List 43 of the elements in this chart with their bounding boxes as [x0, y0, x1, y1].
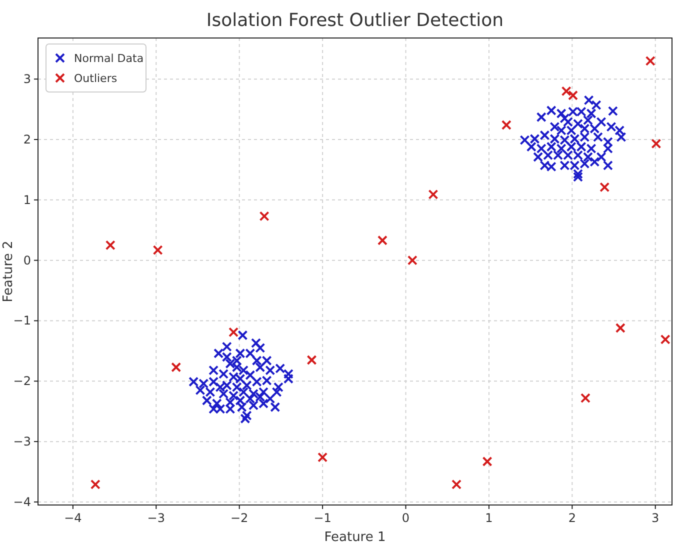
x-tick-label: −1 [314, 511, 332, 525]
y-tick-label: 1 [23, 192, 31, 207]
point [660, 334, 670, 344]
point [407, 255, 418, 266]
y-tick-label: 2 [23, 132, 31, 146]
point [306, 355, 317, 366]
point [318, 452, 328, 462]
x-tick-label: 1 [485, 511, 493, 525]
legend-label: Outliers [74, 72, 118, 85]
point [259, 211, 270, 222]
point [171, 362, 182, 372]
x-axis-title: Feature 1 [324, 530, 386, 545]
point [501, 120, 512, 130]
y-tick-label: −2 [13, 374, 31, 388]
y-tick-label: 3 [23, 72, 31, 86]
point [580, 393, 590, 404]
point [561, 86, 572, 96]
point [428, 189, 438, 200]
point [615, 322, 626, 333]
point [377, 235, 388, 246]
point [645, 56, 656, 66]
point [482, 456, 492, 466]
point [452, 479, 462, 490]
point [228, 327, 239, 338]
point [90, 479, 100, 490]
point [651, 138, 662, 149]
y-axis-title: Feature 2 [1, 240, 16, 302]
point [152, 245, 163, 256]
point [568, 90, 578, 100]
y-tick-label: −4 [13, 494, 31, 509]
x-tick-label: 3 [652, 511, 660, 525]
y-tick-label: −1 [13, 314, 31, 328]
y-tick-label: 0 [23, 253, 31, 268]
legend-label: Normal Data [74, 52, 144, 65]
x-tick-label: 2 [568, 511, 576, 525]
x-tick-label: −4 [64, 511, 82, 525]
x-tick-label: −2 [230, 511, 248, 525]
chart-title: Isolation Forest Outlier Detection [206, 10, 504, 31]
x-tick-label: 0 [402, 511, 410, 525]
x-tick-label: −3 [147, 511, 165, 525]
point [105, 240, 116, 250]
y-tick-label: −3 [13, 434, 31, 449]
point [600, 182, 610, 192]
